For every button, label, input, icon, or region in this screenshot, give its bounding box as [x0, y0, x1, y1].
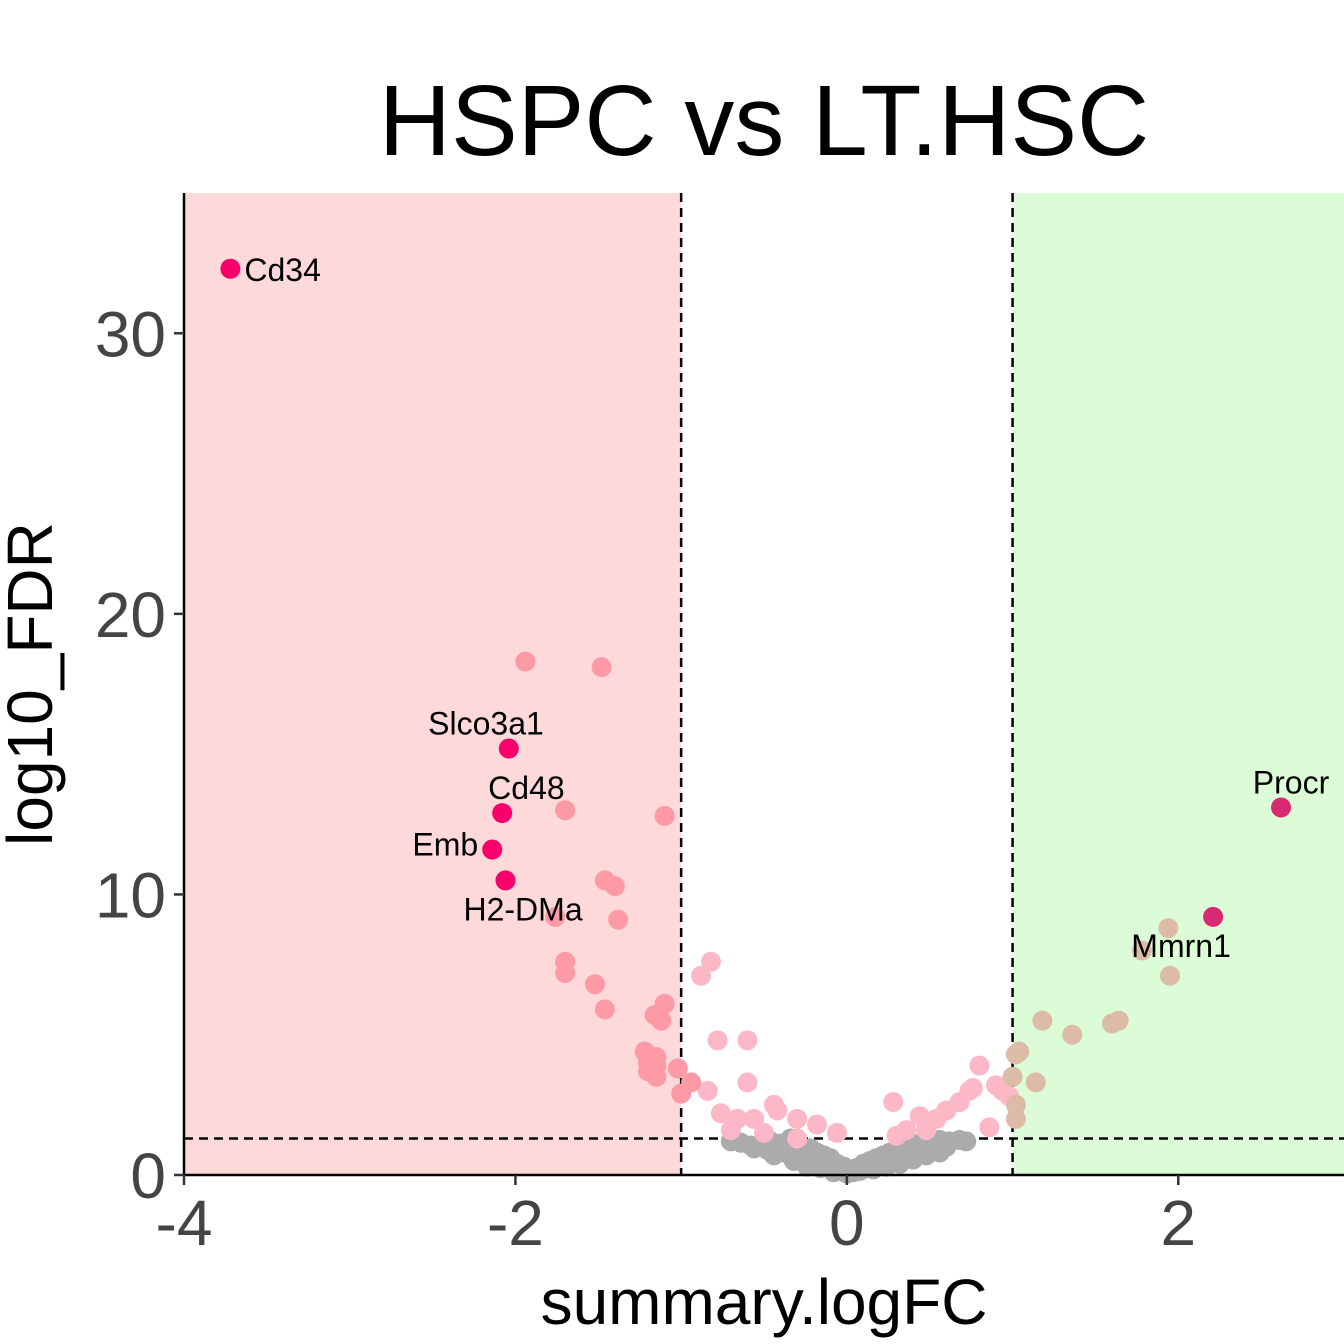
label-h2-dma: H2-DMa [463, 891, 582, 927]
point-up [1062, 1024, 1083, 1045]
point-down_light [886, 1125, 907, 1146]
point-up [1131, 940, 1152, 961]
point-down [646, 1066, 667, 1087]
point-down_light [710, 1103, 731, 1124]
region-up [1012, 193, 1344, 1175]
y-tick-label: 10 [95, 859, 166, 931]
y-tick-label: 20 [95, 579, 166, 651]
label-cd34: Cd34 [244, 252, 321, 288]
label-slco3a1: Slco3a1 [428, 706, 544, 742]
point-down_light [744, 1108, 765, 1129]
point-labels: Cd34 Slco3a1 Cd48 Emb H2-DMa Procr Mmrn1 [244, 252, 1329, 964]
point-down_light [697, 1080, 718, 1101]
point-down_light [691, 965, 712, 986]
point-up [1158, 918, 1179, 939]
point-cd34 [220, 258, 241, 279]
point-down [515, 651, 536, 672]
point-down [545, 906, 566, 927]
point-down_light [883, 1092, 904, 1113]
point-down_light [787, 1128, 808, 1149]
point-down_light [962, 1078, 983, 1099]
point-ns [797, 1156, 818, 1177]
point-down_light [767, 1100, 788, 1121]
point-down [555, 800, 576, 821]
point-down [584, 974, 605, 995]
point-slco3a1 [498, 738, 519, 759]
point-up [1005, 1108, 1026, 1129]
point-ns [956, 1131, 977, 1152]
point-h2-dma [495, 870, 516, 891]
y-tick-label: 0 [130, 1140, 166, 1212]
point-down [594, 999, 615, 1020]
point-up [1009, 1041, 1030, 1062]
label-procr: Procr [1253, 764, 1330, 800]
point-ns [929, 1142, 950, 1163]
x-axis-title: summary.logFC [541, 1266, 988, 1338]
highlight-regions [184, 193, 1344, 1175]
threshold-lines [184, 193, 1344, 1175]
point-down [604, 876, 625, 897]
point-ns [876, 1156, 897, 1177]
point-down [555, 962, 576, 983]
point-emb [482, 839, 503, 860]
point-up [1002, 1066, 1023, 1087]
label-emb: Emb [412, 827, 478, 863]
label-cd48: Cd48 [488, 770, 564, 806]
point-down [608, 909, 629, 930]
point-down_light [787, 1108, 808, 1129]
x-tick-label: -4 [156, 1187, 213, 1259]
point-up [1160, 965, 1180, 986]
point-down_light [707, 1030, 728, 1051]
point-ns [823, 1162, 844, 1183]
point-up [1005, 1094, 1026, 1115]
y-axis-title: log10_FDR [0, 522, 66, 846]
point-down_light [807, 1114, 828, 1135]
point-ns [763, 1145, 784, 1166]
point-down_light [754, 1122, 774, 1143]
region-down [184, 193, 682, 1175]
point-up [1025, 1072, 1046, 1093]
point-down [651, 1010, 672, 1031]
point-down_light [986, 1075, 1006, 1096]
x-tick-label: 0 [829, 1187, 865, 1259]
point-ns [850, 1160, 871, 1181]
chart-title: HSPC vs LT.HSC [379, 65, 1150, 177]
point-down [681, 1072, 702, 1093]
data-points [220, 258, 1292, 1184]
point-down_light [826, 1122, 847, 1143]
point-procr [1271, 797, 1292, 818]
x-tick-label: -2 [487, 1187, 544, 1259]
point-down_light [737, 1030, 758, 1051]
point-mmrn1 [1203, 906, 1224, 927]
point-up [1032, 1010, 1053, 1031]
point-down_light [720, 1120, 741, 1141]
point-down_light [979, 1117, 1000, 1138]
x-tick-label: 2 [1160, 1187, 1196, 1259]
point-down_light [737, 1072, 758, 1093]
point-down_light [969, 1055, 990, 1076]
point-down_light [916, 1120, 937, 1141]
point-up [1108, 1010, 1129, 1031]
point-ns [744, 1138, 765, 1159]
point-down_light [700, 951, 721, 972]
y-tick-label: 30 [95, 298, 166, 370]
label-mmrn1: Mmrn1 [1131, 928, 1231, 964]
point-down [591, 657, 612, 678]
point-cd48 [492, 803, 513, 824]
point-down [667, 1058, 688, 1079]
point-down [654, 805, 675, 826]
